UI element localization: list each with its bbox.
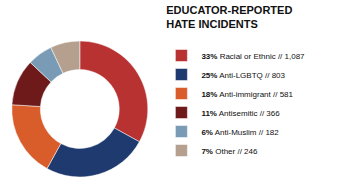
svg-text:7% Other // 246: 7% Other // 246 (201, 147, 258, 156)
svg-text:18% Anti-immigrant // 581: 18% Anti-immigrant // 581 (201, 90, 293, 99)
svg-text:11% Antisemitic // 366: 11% Antisemitic // 366 (201, 109, 280, 118)
svg-text:6% Anti-Muslim // 182: 6% Anti-Muslim // 182 (201, 128, 279, 137)
svg-text:25% Anti-LGBTQ // 803: 25% Anti-LGBTQ // 803 (201, 71, 285, 80)
svg-text:EDUCATOR-REPORTEDHATE INCIDENT: EDUCATOR-REPORTEDHATE INCIDENTS (166, 4, 292, 30)
svg-text:33% Racial or Ethnic // 1,087: 33% Racial or Ethnic // 1,087 (201, 52, 305, 61)
